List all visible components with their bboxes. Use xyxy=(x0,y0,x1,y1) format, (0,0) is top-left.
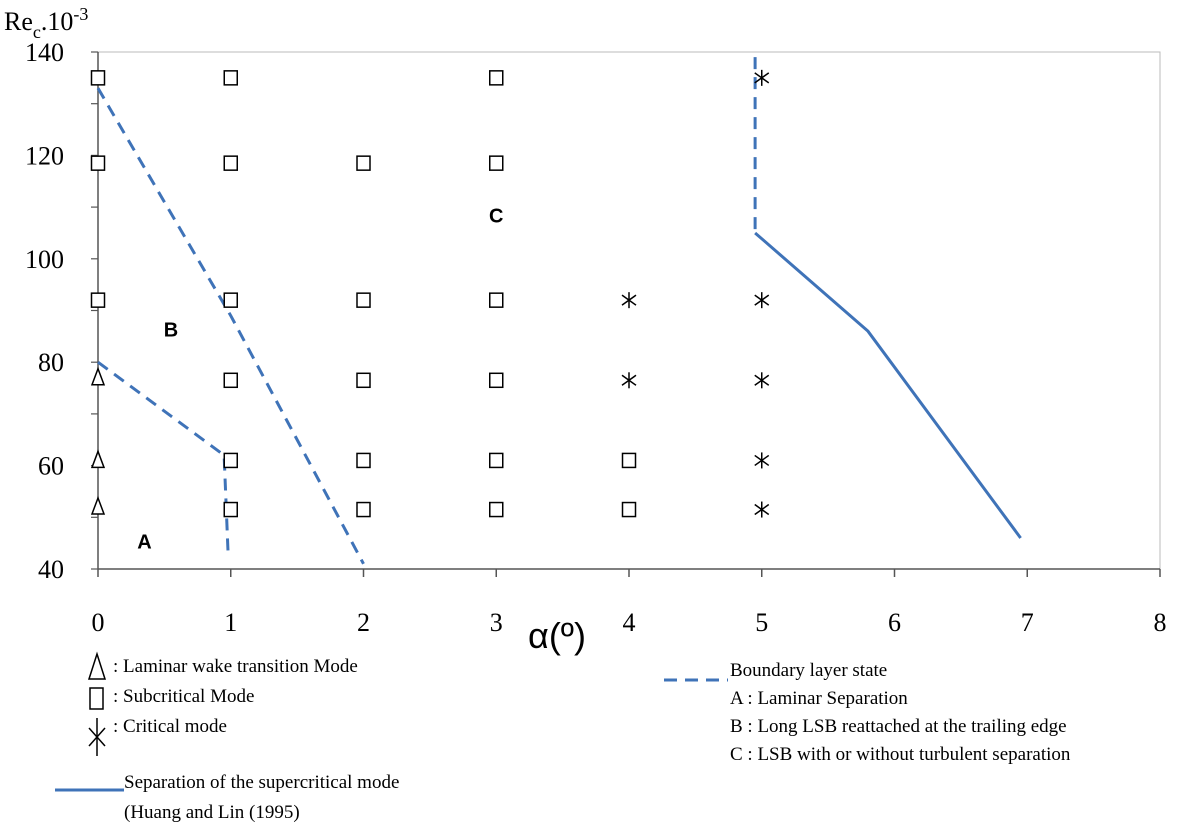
legend: : Laminar wake transition Mode : Subcrit… xyxy=(55,651,1071,823)
asterisk-point xyxy=(754,501,770,518)
x-tick-label: 0 xyxy=(92,608,105,637)
legend-item-asterisk: : Critical mode xyxy=(88,716,227,756)
asterisk-point xyxy=(754,69,770,86)
asterisk-point xyxy=(621,292,637,309)
asterisk-point xyxy=(754,372,770,389)
square-point xyxy=(489,155,504,171)
y-tick-label: 60 xyxy=(38,452,64,481)
triangle-point xyxy=(90,366,106,386)
x-tick-label: 1 xyxy=(224,608,237,637)
legend-label-separation-2: (Huang and Lin (1995) xyxy=(124,802,300,823)
square-point xyxy=(90,155,106,171)
square-point xyxy=(223,292,238,308)
x-tick-label: 4 xyxy=(623,608,636,637)
legend-boundary-c: C : LSB with or without turbulent separa… xyxy=(730,744,1071,765)
legend-item-square: : Subcritical Mode xyxy=(89,686,254,710)
boundary-line-1 xyxy=(97,360,230,554)
square-icon xyxy=(89,687,104,710)
square-point xyxy=(489,372,504,389)
plot-frame xyxy=(97,51,1161,570)
x-axis-title: α(º) xyxy=(528,615,586,656)
y-tick-label: 140 xyxy=(25,38,64,67)
square-point xyxy=(356,292,371,308)
legend-label-square: : Subcritical Mode xyxy=(113,686,254,707)
legend-boundary-b: B : Long LSB reattached at the trailing … xyxy=(730,716,1067,737)
legend-item-separation: Separation of the supercritical mode (Hu… xyxy=(55,772,399,823)
square-point xyxy=(489,501,504,518)
y-tick-label: 80 xyxy=(38,348,64,377)
x-tick-label: 5 xyxy=(755,608,768,637)
square-point xyxy=(223,452,238,469)
square-point xyxy=(356,501,371,518)
region-label-b: B xyxy=(164,319,178,341)
plot-border xyxy=(97,51,1161,570)
square-point xyxy=(356,372,371,389)
triangle-point xyxy=(90,495,106,515)
asterisk-point xyxy=(754,292,770,309)
y-tick-label: 120 xyxy=(25,141,64,170)
boundary-line-2 xyxy=(96,87,365,565)
square-point xyxy=(223,155,238,171)
square-point xyxy=(489,452,504,469)
asterisk-point xyxy=(621,372,637,389)
square-point xyxy=(356,452,371,469)
asterisk-point xyxy=(754,452,770,469)
legend-item-boundary: Boundary layer state A : Laminar Separat… xyxy=(664,660,1071,765)
square-point xyxy=(356,155,371,171)
square-point xyxy=(223,501,238,518)
x-tick-label: 2 xyxy=(357,608,370,637)
legend-boundary-a: A : Laminar Separation xyxy=(730,688,908,709)
square-point xyxy=(621,501,637,518)
square-point xyxy=(621,452,637,469)
square-point xyxy=(223,372,238,389)
y-tick-label: 40 xyxy=(38,555,64,584)
x-tick-label: 7 xyxy=(1021,608,1034,637)
x-tick-label: 3 xyxy=(490,608,503,637)
legend-label-asterisk: : Critical mode xyxy=(113,716,227,737)
legend-label-separation-1: Separation of the supercritical mode xyxy=(124,772,399,793)
square-point xyxy=(90,70,106,86)
chart-lines xyxy=(96,57,1022,565)
legend-label-triangle: : Laminar wake transition Mode xyxy=(113,656,358,677)
x-tick-label: 6 xyxy=(888,608,901,637)
asterisk-icon xyxy=(88,718,106,756)
triangle-point xyxy=(90,449,106,469)
square-point xyxy=(90,292,106,308)
triangle-icon xyxy=(87,651,107,680)
region-labels: A B C xyxy=(137,206,503,554)
legend-item-triangle: : Laminar wake transition Mode xyxy=(87,651,358,680)
region-label-a: A xyxy=(137,531,151,553)
square-point xyxy=(489,292,504,308)
region-label-c: C xyxy=(489,206,503,228)
separation-line xyxy=(754,231,1022,539)
chart-markers xyxy=(90,69,770,518)
square-point xyxy=(489,70,504,86)
y-axis-title: Rec.10-3 xyxy=(4,4,88,42)
axis-ticks: 0 1 2 3 4 5 6 7 8 40 60 80 100 120 140 xyxy=(25,38,1167,637)
y-tick-label: 100 xyxy=(25,245,64,274)
square-point xyxy=(223,70,238,86)
legend-title-boundary: Boundary layer state xyxy=(730,660,887,681)
x-tick-label: 8 xyxy=(1154,608,1167,637)
